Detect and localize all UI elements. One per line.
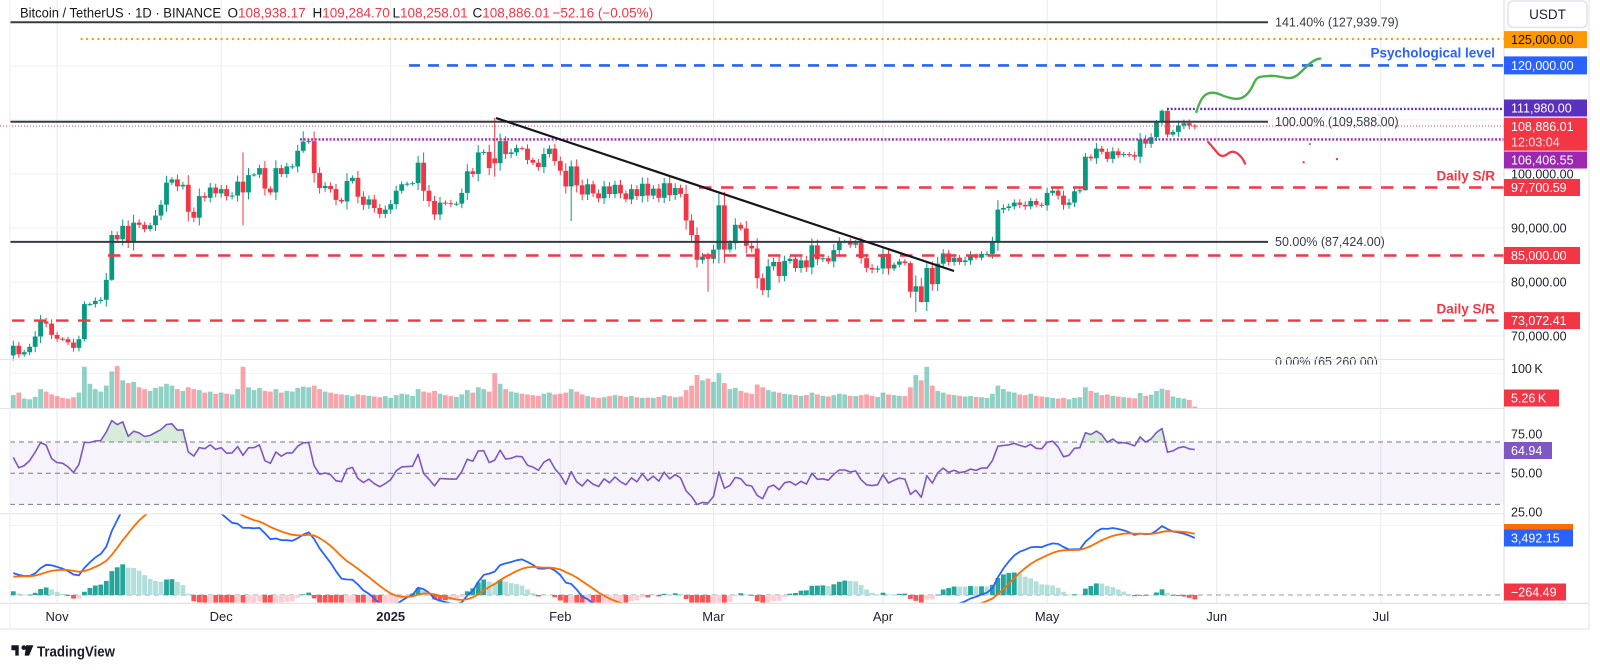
svg-text:TradingView: TradingView xyxy=(37,645,115,661)
svg-text:Apr: Apr xyxy=(873,609,894,624)
svg-text:3,492.15: 3,492.15 xyxy=(1511,531,1560,545)
svg-text:Jun: Jun xyxy=(1206,609,1227,624)
svg-text:111,980.00: 111,980.00 xyxy=(1511,101,1572,115)
svg-text:May: May xyxy=(1035,609,1060,624)
svg-text:75.00: 75.00 xyxy=(1511,428,1542,442)
svg-text:97,700.59: 97,700.59 xyxy=(1511,181,1567,195)
svg-text:64.94: 64.94 xyxy=(1511,444,1542,458)
svg-text:120,000.00: 120,000.00 xyxy=(1511,59,1574,73)
svg-text:Feb: Feb xyxy=(549,609,571,624)
svg-text:2025: 2025 xyxy=(376,609,405,624)
svg-text:−52.16 (−0.05%): −52.16 (−0.05%) xyxy=(553,6,654,21)
svg-text:73,072.41: 73,072.41 xyxy=(1511,314,1567,328)
svg-text:106,406.55: 106,406.55 xyxy=(1511,153,1574,167)
svg-text:5.26 K: 5.26 K xyxy=(1511,391,1547,405)
svg-text:100.00% (109,588.00): 100.00% (109,588.00) xyxy=(1275,115,1399,129)
svg-text:Nov: Nov xyxy=(46,609,70,624)
svg-text:O108,938.17: O108,938.17 xyxy=(228,6,306,21)
svg-text:50.00: 50.00 xyxy=(1511,467,1542,481)
svg-text:100,000.00: 100,000.00 xyxy=(1511,167,1574,181)
svg-text:125,000.00: 125,000.00 xyxy=(1511,33,1574,47)
svg-text:0.00% (65,260.00): 0.00% (65,260.00) xyxy=(1275,355,1378,369)
svg-text:L108,258.01: L108,258.01 xyxy=(393,6,468,21)
svg-text:Psychological level: Psychological level xyxy=(1370,46,1495,61)
svg-text:90,000.00: 90,000.00 xyxy=(1511,221,1567,235)
svg-text:85,000.00: 85,000.00 xyxy=(1511,249,1567,263)
svg-text:Bitcoin / TetherUS · 1D · BINA: Bitcoin / TetherUS · 1D · BINANCE xyxy=(20,6,221,21)
svg-text:Daily S/R: Daily S/R xyxy=(1436,302,1495,317)
svg-text:25.00: 25.00 xyxy=(1511,506,1542,520)
svg-text:Dec: Dec xyxy=(210,609,234,624)
svg-text:Mar: Mar xyxy=(702,609,725,624)
svg-text:108,886.01: 108,886.01 xyxy=(1511,120,1574,134)
svg-text:12:03:04: 12:03:04 xyxy=(1511,135,1560,149)
svg-text:141.40% (127,939.79): 141.40% (127,939.79) xyxy=(1275,15,1399,29)
svg-text:Daily S/R: Daily S/R xyxy=(1436,169,1495,184)
svg-text:USDT: USDT xyxy=(1529,7,1566,22)
svg-text:80,000.00: 80,000.00 xyxy=(1511,275,1567,289)
svg-text:H109,284.70: H109,284.70 xyxy=(313,6,390,21)
svg-text:100 K: 100 K xyxy=(1511,362,1543,376)
svg-text:70,000.00: 70,000.00 xyxy=(1511,329,1567,343)
svg-text:−264.49: −264.49 xyxy=(1511,585,1557,599)
svg-text:Jul: Jul xyxy=(1372,609,1389,624)
svg-text:C108,886.01: C108,886.01 xyxy=(473,6,550,21)
svg-text:50.00% (87,424.00): 50.00% (87,424.00) xyxy=(1275,235,1385,249)
